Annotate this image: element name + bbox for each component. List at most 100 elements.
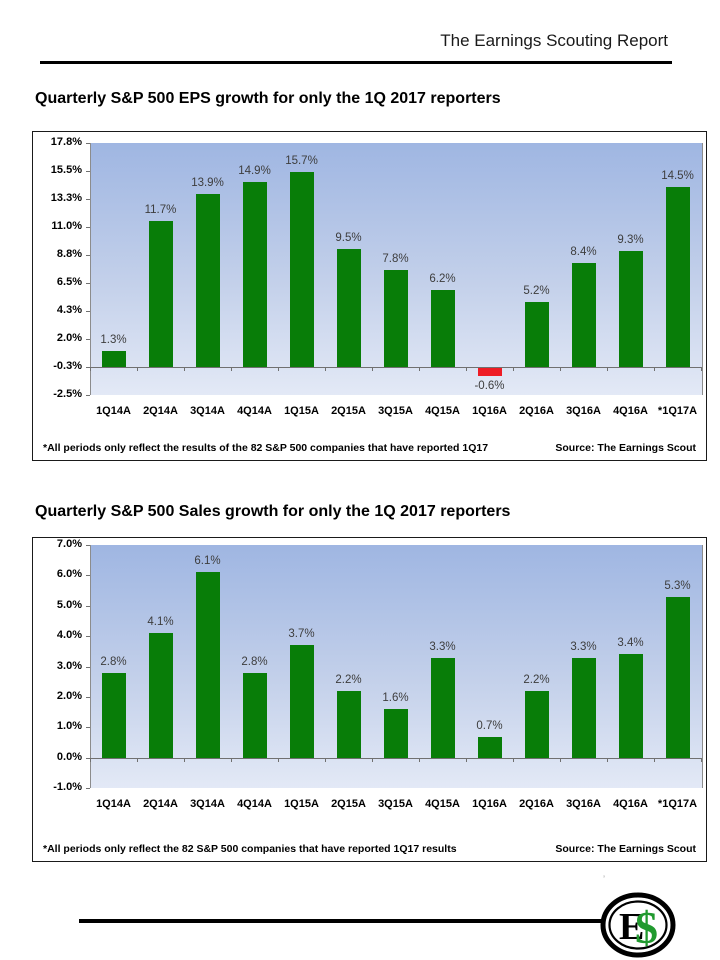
- y-axis-tick: [86, 311, 90, 312]
- bar-value-label: 7.8%: [382, 252, 409, 265]
- y-axis-label: 15.5%: [50, 164, 82, 176]
- bar-value-label: 13.9%: [191, 177, 224, 189]
- y-axis-tick: [86, 636, 90, 638]
- bar-2Q16A: [524, 302, 549, 367]
- y-axis-tick: [86, 697, 90, 698]
- x-axis-tick: [607, 757, 608, 762]
- y-axis-label: 1.0%: [56, 720, 82, 733]
- x-axis-category-label: 3Q14A: [190, 405, 225, 417]
- logo-dollar-icon: $: [635, 902, 658, 953]
- y-axis-tick: [86, 666, 90, 668]
- bar-value-label: 4.1%: [147, 616, 174, 629]
- bar-value-label: 1.3%: [100, 333, 127, 346]
- bar-value-label: 0.7%: [476, 719, 503, 732]
- bar-value-label: 6.1%: [194, 555, 221, 568]
- y-axis-tick: [86, 255, 90, 256]
- y-axis-tick: [86, 227, 90, 228]
- x-axis-tick: [419, 367, 420, 371]
- report-header-title: The Earnings Scouting Report: [440, 31, 668, 50]
- bar-value-label: 8.4%: [570, 245, 597, 258]
- eps-chart-footnote-row: *All periods only reflect the results of…: [43, 442, 696, 454]
- y-axis-label: 4.0%: [56, 629, 82, 642]
- bar-1Q14A: [101, 672, 126, 758]
- x-axis-category-label: 3Q16A: [566, 798, 601, 811]
- bar-value-label: 3.4%: [617, 637, 644, 650]
- x-axis-tick: [372, 757, 373, 762]
- x-axis-category-label: 3Q16A: [566, 405, 601, 417]
- y-axis-label: 2.0%: [56, 332, 82, 344]
- x-axis-category-label: 1Q16A: [472, 405, 507, 417]
- x-axis-tick: [607, 367, 608, 371]
- eps-chart-title: Quarterly S&P 500 EPS growth for only th…: [35, 90, 501, 107]
- bar-3Q16A: [571, 262, 596, 367]
- bar-4Q16A: [618, 251, 643, 367]
- logo-outer-ring: [600, 892, 676, 958]
- x-axis-category-label: 4Q16A: [613, 798, 648, 811]
- x-axis-category-label: 1Q16A: [472, 798, 507, 811]
- x-axis-category-label: *1Q17A: [657, 798, 698, 811]
- y-axis-tick: [86, 605, 90, 607]
- bar-3Q15A: [383, 269, 408, 367]
- x-axis-tick: [231, 757, 232, 762]
- y-axis-tick: [86, 575, 90, 577]
- footer-divider: [79, 919, 606, 923]
- bar-1Q14A: [101, 350, 126, 367]
- x-axis-category-label: 2Q15A: [331, 798, 366, 811]
- y-axis-label: 17.8%: [50, 136, 82, 148]
- bar-*1Q17A: [665, 596, 690, 758]
- bar-2Q14A: [148, 633, 173, 758]
- x-axis-tick: [701, 757, 702, 762]
- x-axis-category-label: 1Q15A: [284, 405, 319, 417]
- x-axis-tick: [137, 367, 138, 371]
- x-axis-tick: [560, 367, 561, 371]
- eps-chart: *All periods only reflect the results of…: [32, 131, 707, 461]
- bar-value-label: 1.6%: [382, 692, 409, 705]
- y-axis-tick: [86, 199, 90, 200]
- x-axis-tick: [466, 757, 467, 762]
- y-axis-tick: [86, 171, 90, 172]
- bar-value-label: 2.2%: [335, 673, 362, 686]
- bar-value-label: 3.3%: [429, 640, 456, 653]
- bar-1Q15A: [289, 171, 314, 367]
- bar-4Q14A: [242, 181, 267, 367]
- y-axis-label: 2.0%: [56, 690, 82, 702]
- y-axis-tick: [86, 367, 90, 368]
- x-axis-line: [90, 757, 701, 759]
- x-axis-tick: [90, 757, 91, 762]
- x-axis-tick: [654, 367, 655, 371]
- x-axis-category-label: 2Q14A: [143, 798, 178, 811]
- y-axis-label: -2.5%: [53, 388, 82, 400]
- y-axis-label: 0.0%: [56, 750, 82, 763]
- bar-4Q16A: [618, 654, 643, 758]
- x-axis-tick: [137, 757, 138, 762]
- bar-value-label: 11.7%: [144, 204, 177, 217]
- sales-chart-footnote-row: *All periods only reflect the 82 S&P 500…: [43, 843, 696, 855]
- bar-3Q14A: [195, 572, 220, 758]
- x-axis-category-label: 2Q16A: [519, 405, 554, 417]
- x-axis-tick: [325, 367, 326, 371]
- y-axis-label: 3.0%: [56, 659, 82, 672]
- y-axis-label: -1.0%: [53, 781, 82, 794]
- x-axis-tick: [701, 367, 702, 371]
- y-axis-tick: [86, 727, 90, 729]
- bar-value-label: 15.7%: [285, 154, 318, 167]
- y-axis-tick: [86, 395, 90, 396]
- x-axis-category-label: 1Q15A: [284, 798, 319, 811]
- bar-value-label: 9.3%: [617, 234, 644, 247]
- bar-2Q14A: [148, 221, 173, 367]
- x-axis-category-label: 2Q16A: [519, 798, 554, 811]
- bar-4Q15A: [430, 657, 455, 758]
- bar-3Q16A: [571, 657, 596, 758]
- x-axis-category-label: 3Q15A: [378, 405, 413, 417]
- x-axis-tick: [184, 367, 185, 371]
- x-axis-tick: [231, 367, 232, 371]
- y-axis-tick: [86, 339, 90, 340]
- bar-value-label: 3.7%: [288, 628, 315, 641]
- y-axis-label: 8.8%: [56, 248, 82, 260]
- bar-4Q14A: [242, 672, 267, 758]
- bar-value-label: 5.3%: [664, 579, 691, 592]
- earnings-scout-logo: E $: [600, 892, 676, 958]
- sales-chart-source: Source: The Earnings Scout: [555, 843, 696, 855]
- x-axis-tick: [419, 757, 420, 762]
- y-axis-tick: [86, 757, 90, 759]
